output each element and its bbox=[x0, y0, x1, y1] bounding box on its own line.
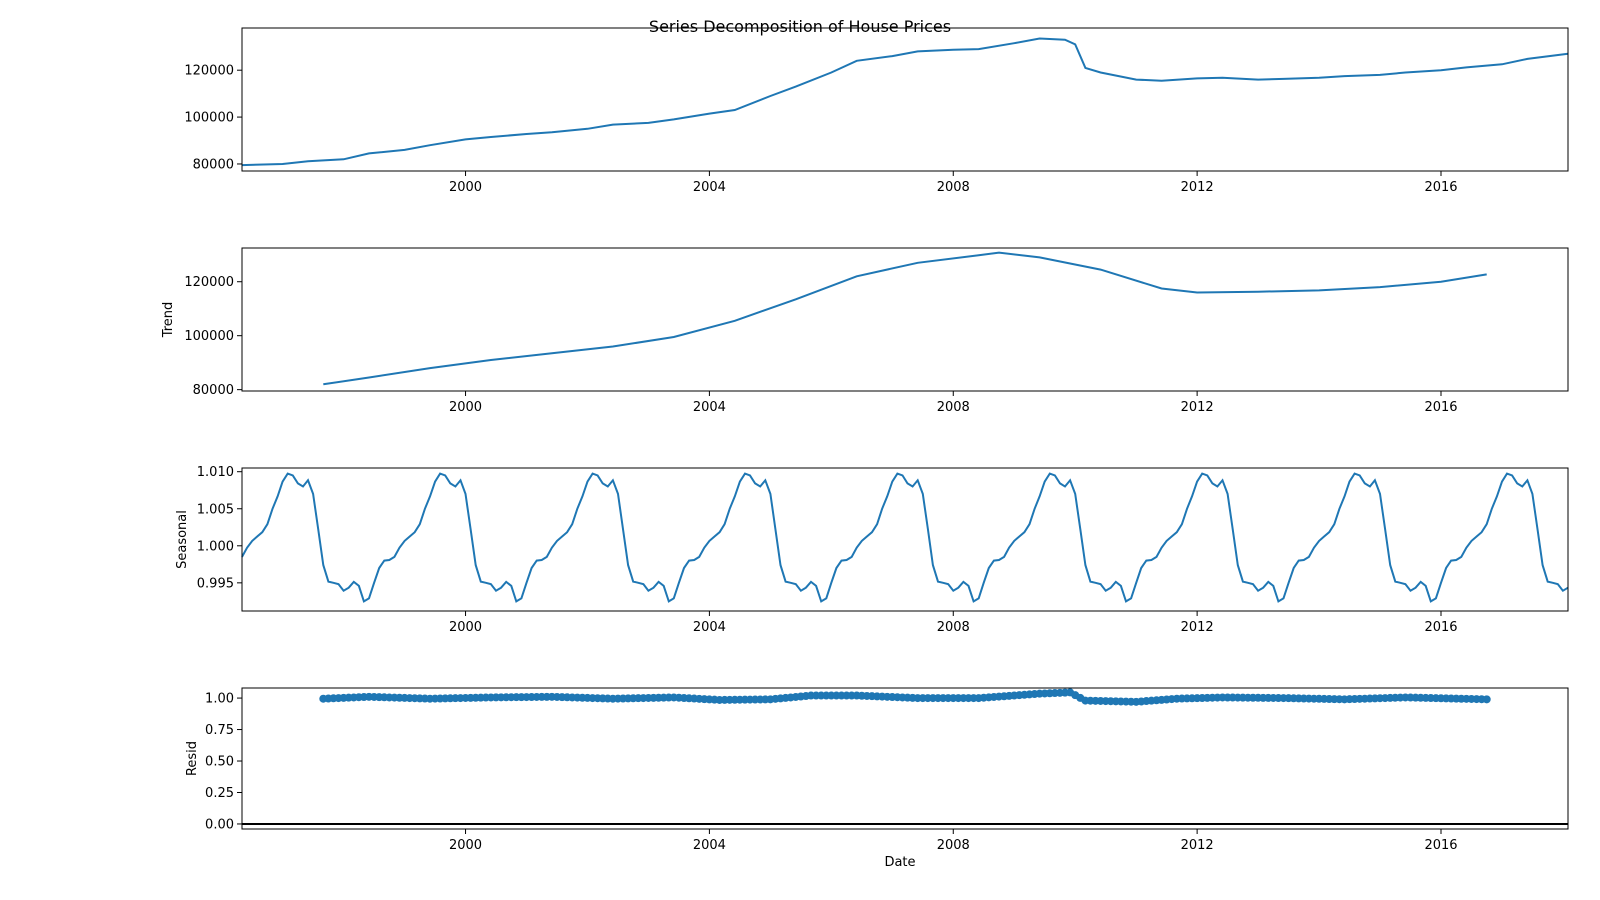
seasonal-y-tick-label: 1.005 bbox=[197, 502, 234, 517]
resid-point bbox=[1482, 695, 1491, 704]
trend-x-tick-label: 2016 bbox=[1424, 400, 1457, 415]
seasonal-y-tick-label: 0.995 bbox=[197, 576, 234, 591]
resid-x-tick-label: 2016 bbox=[1424, 838, 1457, 853]
resid-y-axis-label: Resid bbox=[185, 741, 200, 776]
trend-x-tick-label: 2004 bbox=[693, 400, 726, 415]
trend-x-tick-label: 2012 bbox=[1181, 400, 1214, 415]
resid-y-tick-label: 0.25 bbox=[205, 786, 234, 801]
resid-x-tick-label: 2000 bbox=[449, 838, 482, 853]
panel-observed: 80000 100000 120000 2000 2004 2008 2012 2016 bbox=[184, 27, 1569, 195]
seasonal-x-tick-label: 2000 bbox=[449, 620, 482, 635]
resid-axes-frame bbox=[241, 687, 1569, 830]
observed-x-tick-label: 2000 bbox=[449, 180, 482, 195]
observed-x-tick-label: 2016 bbox=[1424, 180, 1457, 195]
panel-seasonal: 0.995 1.000 1.005 1.010 2000 2004 2008 2012 2016… bbox=[175, 465, 1569, 635]
seasonal-x-tick-label: 2004 bbox=[693, 620, 726, 635]
seasonal-y-tick-label: 1.000 bbox=[197, 539, 234, 554]
seasonal-series-line bbox=[241, 472, 1569, 603]
trend-x-tick-label: 2008 bbox=[937, 400, 970, 415]
seasonal-x-tick-label: 2012 bbox=[1181, 620, 1214, 635]
seasonal-x-tick-label: 2008 bbox=[937, 620, 970, 635]
trend-x-tick-label: 2000 bbox=[449, 400, 482, 415]
resid-x-tick-label: 2004 bbox=[693, 838, 726, 853]
seasonal-y-axis-label: Seasonal bbox=[175, 510, 190, 569]
seasonal-y-tick-label: 1.010 bbox=[197, 465, 234, 480]
observed-series-line bbox=[241, 37, 1569, 167]
observed-x-tick-label: 2012 bbox=[1181, 180, 1214, 195]
trend-y-axis-label: Trend bbox=[161, 302, 176, 339]
seasonal-axes-frame bbox=[241, 467, 1569, 612]
observed-x-tick-label: 2008 bbox=[937, 180, 970, 195]
resid-x-tick-label: 2008 bbox=[937, 838, 970, 853]
resid-y-tick-label: 1.00 bbox=[205, 692, 234, 707]
seasonal-x-tick-label: 2016 bbox=[1424, 620, 1457, 635]
observed-y-tick-label: 120000 bbox=[184, 64, 234, 79]
trend-axes-frame bbox=[241, 247, 1569, 392]
observed-x-tick-label: 2004 bbox=[693, 180, 726, 195]
observed-y-tick-label: 100000 bbox=[184, 111, 234, 126]
trend-y-tick-label: 120000 bbox=[184, 275, 234, 290]
observed-y-tick-label: 80000 bbox=[193, 157, 234, 172]
resid-y-tick-label: 0.50 bbox=[205, 755, 234, 770]
panel-resid: 0.00 0.25 0.50 0.75 1.00 2000 2004 2008 2012 2016… bbox=[185, 687, 1569, 853]
resid-x-tick-label: 2012 bbox=[1181, 838, 1214, 853]
resid-y-tick-label: 0.00 bbox=[205, 817, 234, 832]
trend-series-line bbox=[323, 251, 1487, 386]
resid-y-tick-label: 0.75 bbox=[205, 723, 234, 738]
trend-y-tick-label: 100000 bbox=[184, 329, 234, 344]
x-axis-label: Date bbox=[884, 855, 915, 870]
trend-y-tick-label: 80000 bbox=[193, 383, 234, 398]
panel-trend: 80000 100000 120000 2000 2004 2008 2012 2016 Tre… bbox=[161, 247, 1569, 415]
chart-title: Series Decomposition of House Prices bbox=[649, 17, 951, 36]
observed-axes-frame bbox=[241, 27, 1569, 172]
